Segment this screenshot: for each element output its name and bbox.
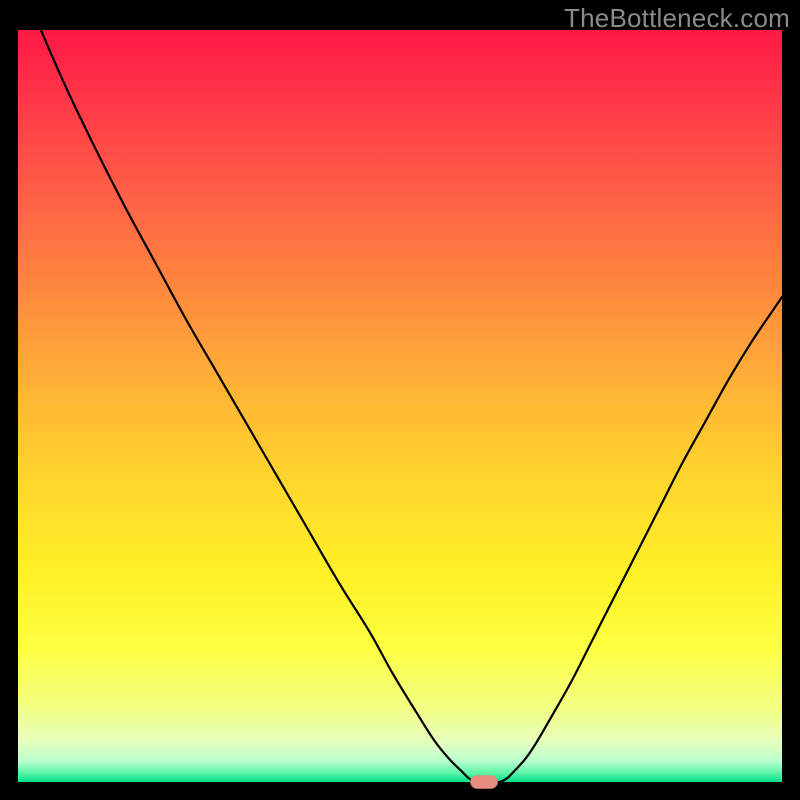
optimum-marker — [470, 775, 498, 789]
bottleneck-chart — [0, 0, 800, 800]
watermark-text: TheBottleneck.com — [564, 3, 790, 34]
plot-background — [18, 30, 782, 782]
